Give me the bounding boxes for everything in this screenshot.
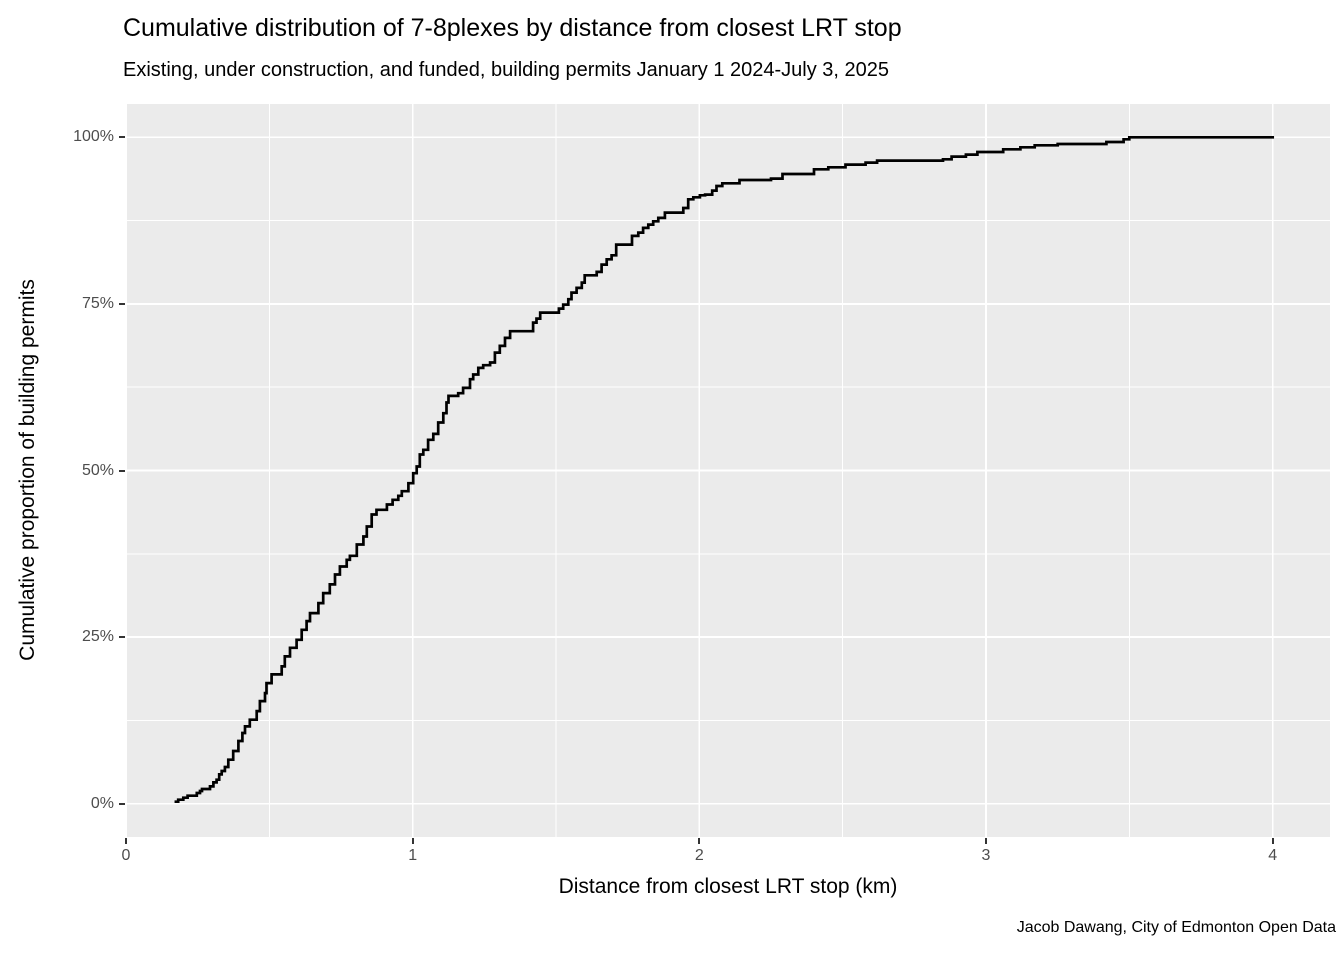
- plot-caption: Jacob Dawang, City of Edmonton Open Data: [1016, 919, 1336, 936]
- x-tick-label: 4: [1268, 847, 1278, 864]
- plot-title: Cumulative distribution of 7-8plexes by …: [123, 14, 902, 42]
- x-tick-mark: [698, 838, 701, 844]
- x-tick-label: 3: [981, 847, 991, 864]
- x-tick-label: 1: [408, 847, 418, 864]
- x-tick-mark: [1271, 838, 1274, 844]
- x-tick-mark: [985, 838, 987, 844]
- y-tick-label: 50%: [81, 461, 114, 479]
- y-tick-mark: [119, 469, 125, 472]
- y-tick-label: 0%: [90, 794, 114, 812]
- y-tick-mark: [119, 636, 125, 639]
- plot-panel: [126, 104, 1330, 837]
- ecdf-step-line: [174, 135, 1275, 804]
- y-tick-mark: [119, 302, 125, 305]
- y-tick-label: 25%: [81, 628, 114, 646]
- ecdf-chart: [126, 104, 1330, 837]
- y-tick-label: 75%: [81, 294, 114, 312]
- y-axis-title: Cumulative proportion of building permit…: [16, 279, 39, 661]
- y-tick-mark: [119, 136, 125, 139]
- x-axis-title: Distance from closest LRT stop (km): [558, 875, 898, 898]
- x-tick-mark: [125, 838, 127, 844]
- plot-subtitle: Existing, under construction, and funded…: [123, 59, 890, 81]
- x-tick-label: 0: [121, 847, 131, 864]
- y-tick-label: 100%: [73, 128, 114, 146]
- x-tick-label: 2: [694, 847, 704, 864]
- x-tick-mark: [411, 838, 414, 844]
- y-tick-mark: [119, 802, 125, 805]
